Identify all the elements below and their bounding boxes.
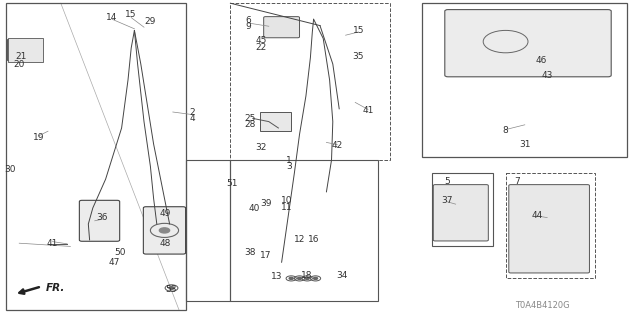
Text: 5: 5	[444, 177, 449, 186]
Circle shape	[289, 277, 293, 279]
Text: 51: 51	[226, 179, 237, 188]
FancyBboxPatch shape	[143, 207, 186, 254]
Text: 9: 9	[246, 22, 251, 31]
Circle shape	[159, 228, 170, 233]
Circle shape	[305, 277, 309, 279]
Text: 49: 49	[159, 209, 171, 218]
Circle shape	[298, 277, 301, 279]
Text: 29: 29	[145, 17, 156, 26]
FancyBboxPatch shape	[433, 185, 488, 241]
FancyBboxPatch shape	[79, 200, 120, 241]
Bar	[506, 173, 595, 278]
Circle shape	[314, 277, 317, 279]
Text: 20: 20	[13, 60, 25, 68]
Text: 42: 42	[332, 141, 343, 150]
Circle shape	[169, 287, 174, 289]
Bar	[7, 39, 38, 60]
Text: 17: 17	[260, 252, 271, 260]
FancyBboxPatch shape	[264, 17, 300, 38]
Bar	[6, 3, 186, 310]
Text: 14: 14	[106, 13, 118, 22]
Bar	[260, 112, 291, 131]
Text: 44: 44	[532, 211, 543, 220]
Text: 46: 46	[535, 56, 547, 65]
Text: 38: 38	[244, 248, 255, 257]
Text: 6: 6	[246, 16, 251, 25]
Text: 53: 53	[166, 285, 177, 294]
Text: 7: 7	[515, 177, 520, 186]
Text: 16: 16	[308, 235, 319, 244]
Text: 22: 22	[255, 43, 267, 52]
Text: 1: 1	[287, 156, 292, 164]
Text: 18: 18	[301, 271, 313, 280]
Text: 2: 2	[189, 108, 195, 116]
Text: 13: 13	[271, 272, 282, 281]
Bar	[230, 3, 390, 160]
Text: 12: 12	[294, 235, 305, 244]
Text: 19: 19	[33, 133, 44, 142]
Text: T0A4B4120G: T0A4B4120G	[515, 301, 570, 310]
Text: 30: 30	[4, 165, 15, 174]
Text: 28: 28	[244, 120, 255, 129]
Text: 41: 41	[362, 106, 374, 115]
Text: 43: 43	[541, 71, 553, 80]
Text: 31: 31	[519, 140, 531, 149]
Text: 4: 4	[189, 114, 195, 123]
Bar	[186, 160, 230, 301]
Text: 40: 40	[249, 204, 260, 212]
Bar	[432, 173, 493, 246]
Text: 11: 11	[281, 203, 292, 212]
Text: 35: 35	[353, 52, 364, 60]
FancyBboxPatch shape	[509, 185, 589, 273]
Text: 25: 25	[244, 114, 255, 123]
Text: 37: 37	[441, 196, 452, 204]
FancyBboxPatch shape	[445, 10, 611, 77]
Text: 15: 15	[125, 10, 137, 19]
Text: 10: 10	[281, 196, 292, 205]
Text: 39: 39	[260, 199, 271, 208]
Text: FR.: FR.	[46, 283, 65, 293]
Text: 48: 48	[159, 239, 171, 248]
Bar	[422, 3, 627, 157]
Text: 41: 41	[47, 239, 58, 248]
Text: 50: 50	[115, 248, 126, 257]
Text: 21: 21	[15, 52, 27, 60]
Text: 45: 45	[255, 36, 267, 45]
Text: 15: 15	[353, 26, 364, 35]
Text: 36: 36	[97, 213, 108, 222]
Bar	[8, 38, 43, 62]
Bar	[230, 160, 378, 301]
Text: 3: 3	[287, 162, 292, 171]
Text: 32: 32	[255, 143, 267, 152]
Text: 34: 34	[337, 271, 348, 280]
Text: 8: 8	[503, 126, 508, 135]
Text: 47: 47	[108, 258, 120, 267]
